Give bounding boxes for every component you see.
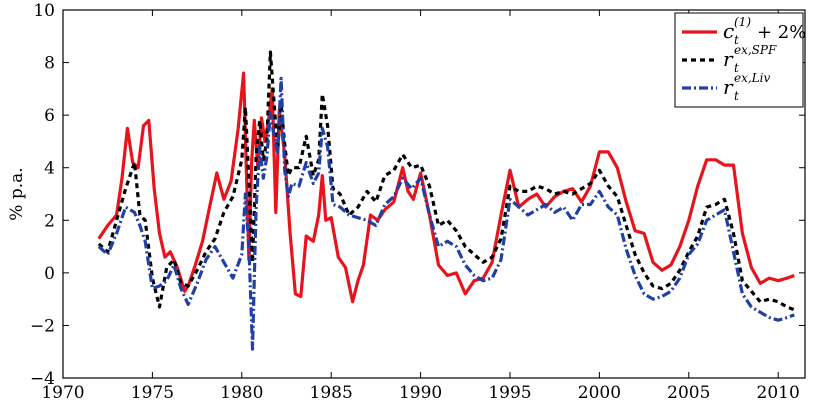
- series-line-2: [97, 50, 795, 312]
- x-tick-label: 2010: [757, 383, 800, 403]
- series-line-3: [97, 76, 795, 351]
- series-layer: [97, 50, 795, 351]
- legend-box: [674, 12, 804, 108]
- y-tick-label: −4: [30, 369, 55, 389]
- legend-label-sup: (1): [734, 15, 751, 29]
- y-axis-tick-labels: −4 −2 0 2 4 6 8 10: [30, 1, 55, 389]
- x-tick-label: 1980: [220, 383, 263, 403]
- legend-label-sub: t: [734, 33, 739, 47]
- x-tick-label: 2005: [667, 383, 710, 403]
- x-tick-label: 1985: [310, 383, 353, 403]
- y-axis-label: % p.a.: [7, 167, 27, 220]
- x-tick-label: 1970: [41, 383, 84, 403]
- legend-label-suffix: + 2%: [757, 22, 806, 43]
- x-axis-tick-labels: 1970 1975 1980 1985 1990 1995 2000 2005 2010: [41, 383, 799, 403]
- x-tick-label: 1995: [488, 383, 531, 403]
- axis-ticks: [62, 9, 805, 379]
- y-tick-label: 8: [44, 54, 55, 74]
- x-tick-label: 2000: [578, 383, 621, 403]
- x-tick-label: 1990: [399, 383, 442, 403]
- legend-label-base: c: [723, 19, 734, 43]
- legend-label-sup: ex,SPF: [734, 43, 777, 57]
- y-tick-label: 6: [44, 106, 55, 126]
- legend-label-base: r: [723, 75, 734, 99]
- y-tick-label: 2: [44, 211, 55, 231]
- legend-label-sub: t: [734, 61, 739, 75]
- y-tick-label: 4: [44, 159, 55, 179]
- series-line-1: [97, 71, 795, 304]
- plot-area-frame: [62, 9, 806, 379]
- x-tick-label: 1975: [131, 383, 174, 403]
- y-tick-label: 10: [33, 1, 55, 21]
- legend-label-sup: ex,Liv: [734, 71, 770, 85]
- legend-label-base: r: [723, 47, 734, 71]
- y-tick-label: 0: [44, 264, 55, 284]
- y-tick-label: −2: [30, 316, 55, 336]
- legend-label-sub: t: [734, 89, 739, 103]
